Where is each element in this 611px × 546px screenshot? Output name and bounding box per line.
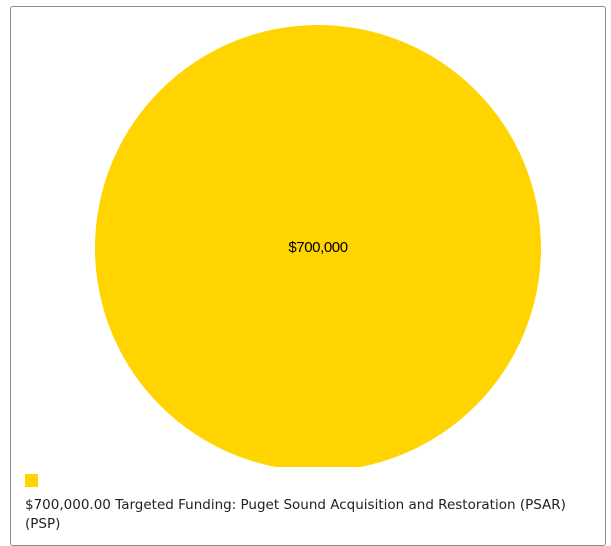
slice-label: $700,000 bbox=[288, 239, 347, 256]
pie-slice[interactable] bbox=[95, 25, 541, 467]
chart-panel: $700,000 $700,000.00 Targeted Funding: P… bbox=[10, 6, 606, 546]
legend-entry: $700,000.00 Targeted Funding: Puget Soun… bbox=[25, 497, 566, 532]
legend: $700,000.00 Targeted Funding: Puget Soun… bbox=[25, 474, 595, 534]
legend-swatch bbox=[25, 474, 38, 487]
pie-chart: $700,000 bbox=[95, 25, 541, 467]
